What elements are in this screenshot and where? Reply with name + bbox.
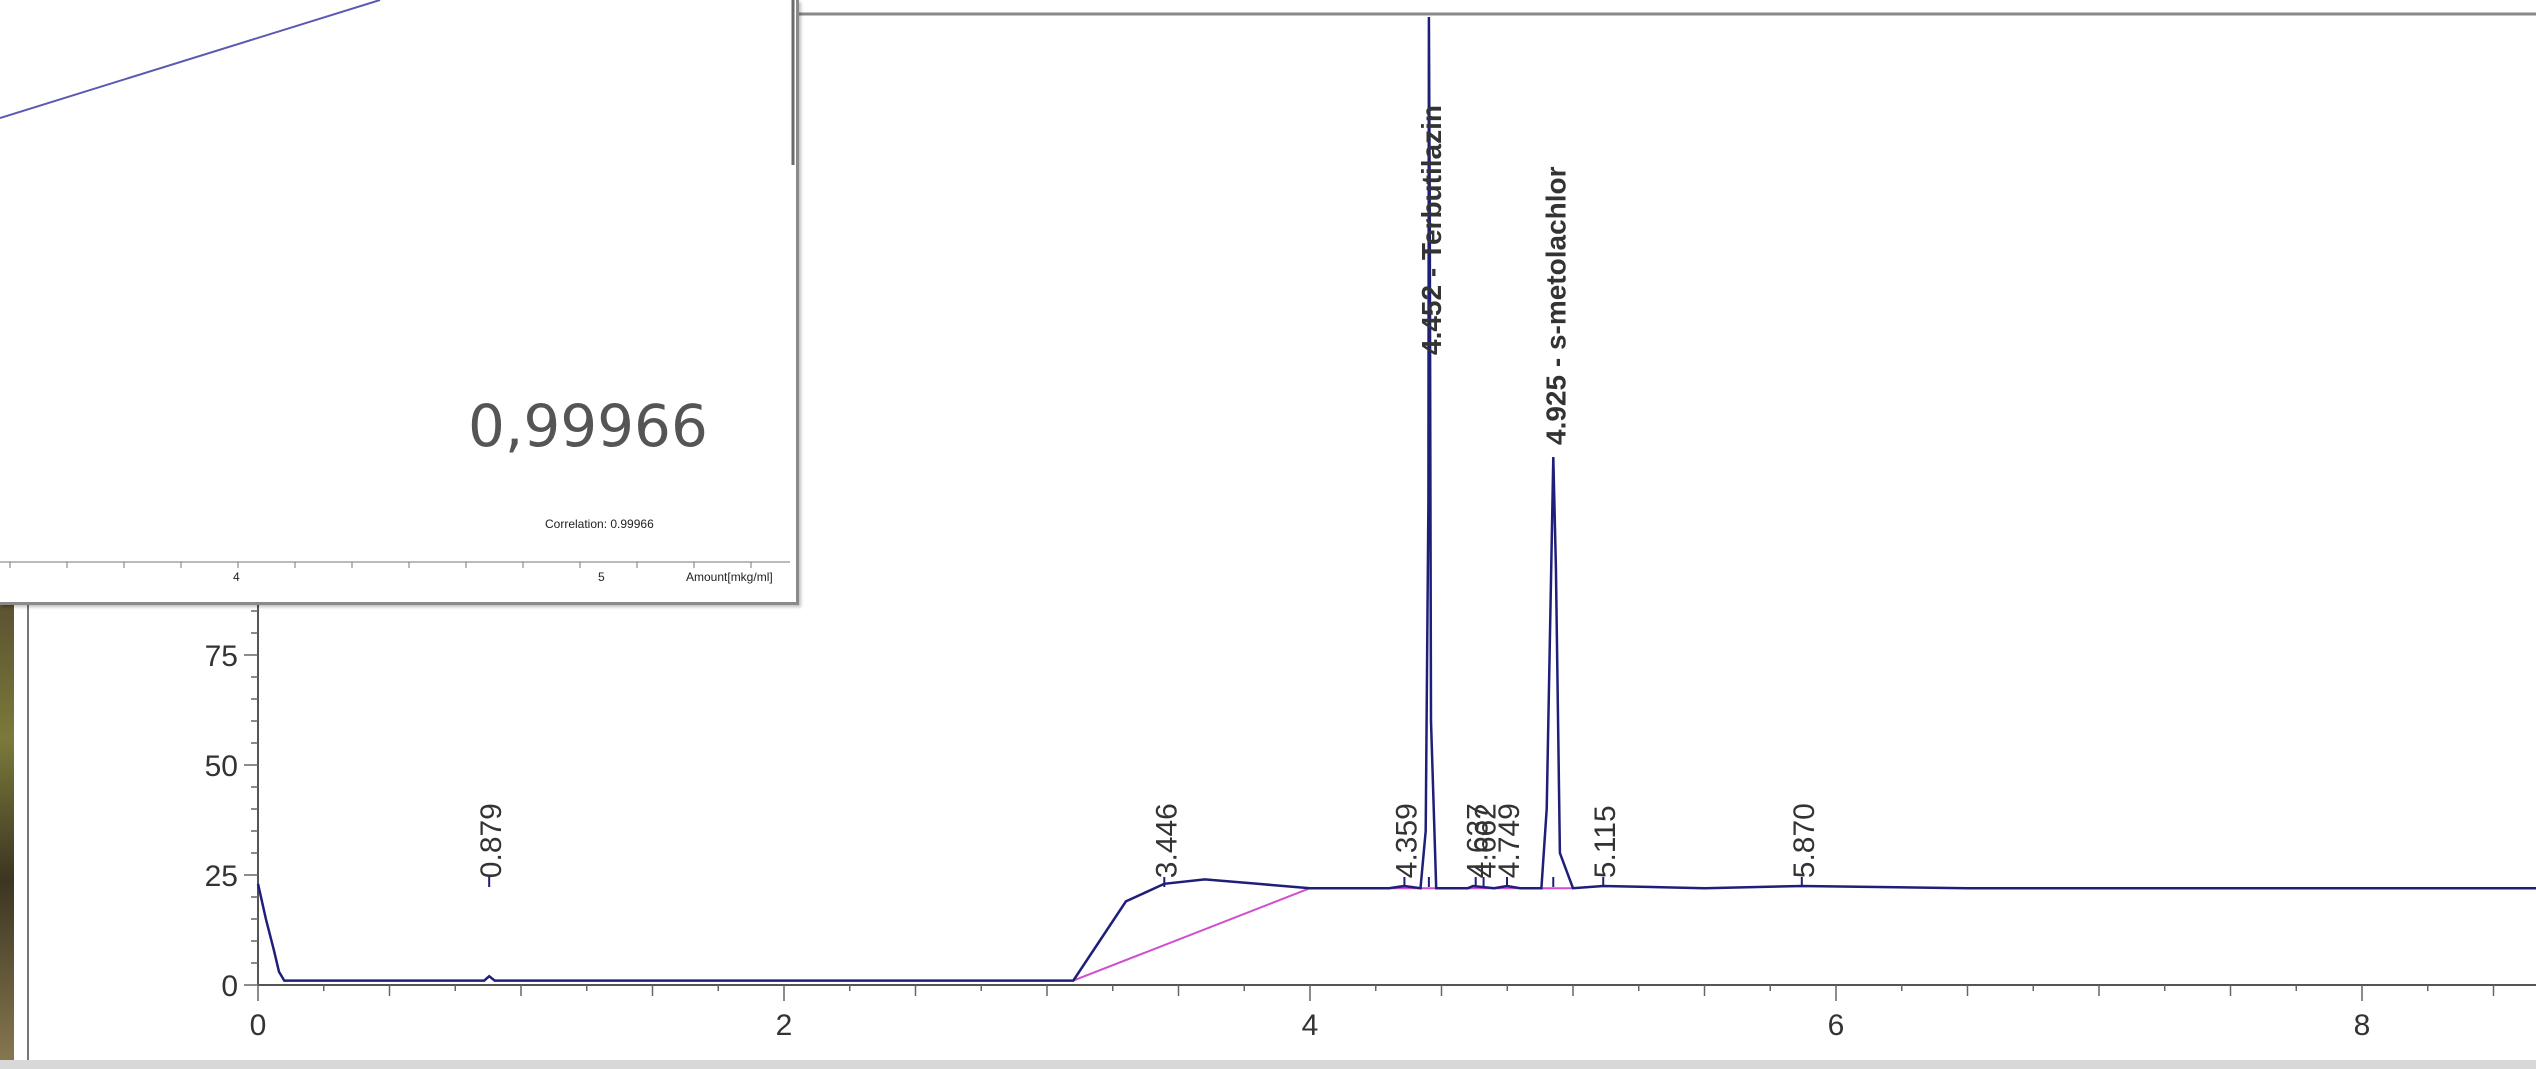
x-tick-label: 0 <box>250 1009 267 1042</box>
peak-label: 3.446 <box>1150 803 1183 878</box>
y-tick-label: 25 <box>205 860 238 893</box>
peak-label: 4.662 <box>1470 803 1503 878</box>
bottom-scroll-strip <box>0 1060 2536 1069</box>
chromatogram-trace <box>256 16 2536 982</box>
inset-x-tick-label: 5 <box>598 570 605 584</box>
calibration-line <box>0 0 381 119</box>
peak-label: 0.879 <box>475 803 508 878</box>
peak-label: 4.637 <box>1462 803 1495 878</box>
peak-label: 4.452 - Terbutilazin <box>1416 105 1447 355</box>
x-tick-label: 6 <box>1828 1009 1845 1042</box>
peak-label: 5.115 <box>1589 805 1622 878</box>
y-tick-label: 0 <box>221 970 238 1003</box>
inset-x-axis-label: Amount[mkg/ml] <box>686 570 773 584</box>
integration-baseline <box>1072 887 1311 982</box>
y-tick-label: 75 <box>205 640 238 673</box>
peak-label: 4.749 <box>1493 803 1526 878</box>
calibration-curve-chart <box>0 0 795 568</box>
peak-label: 4.925 - s-metolachlor <box>1540 166 1571 445</box>
y-tick-label: 50 <box>205 750 238 783</box>
x-tick-label: 4 <box>1302 1009 1319 1042</box>
correlation-annotation: Correlation: 0.99966 <box>545 517 654 531</box>
x-tick-label: 2 <box>776 1009 793 1042</box>
calibration-inset-window: 0,99966 Correlation: 0.99966 4 5 Amount[… <box>0 0 799 605</box>
correlation-value-large: 0,99966 <box>468 392 708 460</box>
background-photo-strip <box>0 598 14 1069</box>
inset-x-tick-label: 4 <box>233 570 240 584</box>
peak-label: 4.359 <box>1390 803 1423 878</box>
x-tick-label: 8 <box>2354 1009 2371 1042</box>
peak-label: 5.870 <box>1788 803 1821 878</box>
